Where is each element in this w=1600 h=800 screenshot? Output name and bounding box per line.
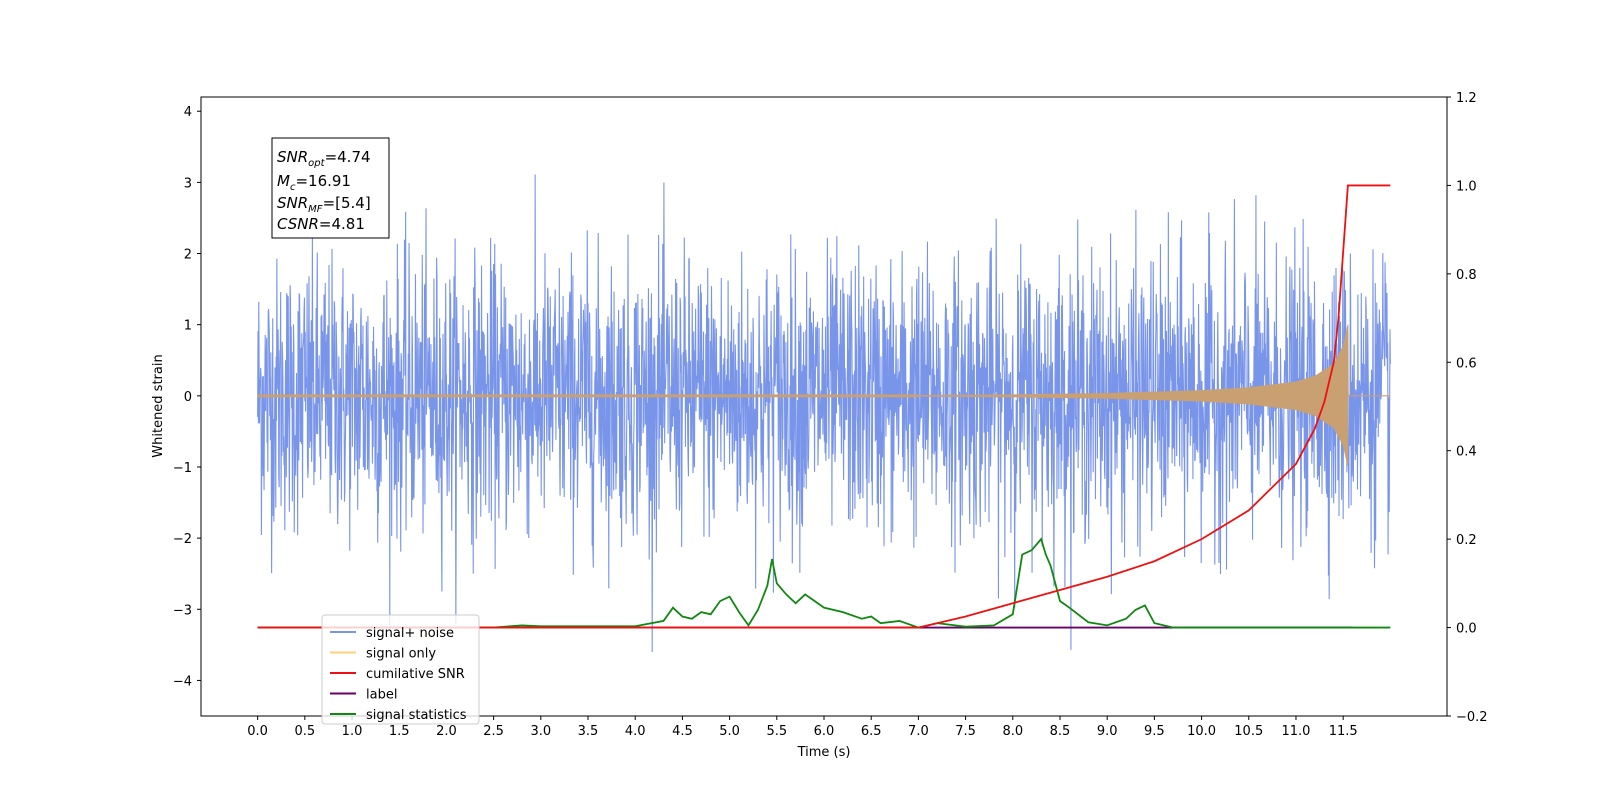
x-tick-label: 9.0: [1097, 724, 1118, 739]
x-tick-label: 8.0: [1002, 724, 1023, 739]
series-signal-noise: [257, 174, 1391, 652]
x-tick-label: 3.0: [530, 724, 551, 739]
y-left-tick-label: 4: [184, 105, 192, 120]
y-left-tick-label: 3: [184, 176, 192, 191]
annotation-snr-mf: SNRMF=[5.4]: [277, 194, 371, 215]
x-tick-label: 5.5: [766, 724, 787, 739]
y-axis-left: 4 3 2 1 0 −1 −2 −3 −4: [173, 105, 201, 689]
y-right-tick-label: 0.0: [1456, 622, 1477, 637]
y-axis-right: 1.2 1.0 0.8 0.6 0.4 0.2 0.0 −0.2: [1447, 91, 1488, 725]
x-tick-label: 0.5: [294, 724, 315, 739]
legend: signal+ noise signal only cumilative SNR la…: [321, 614, 480, 725]
x-tick-label: 6.0: [814, 724, 835, 739]
x-tick-label: 6.5: [861, 724, 882, 739]
legend-label: label: [366, 688, 397, 703]
x-tick-label: 1.0: [342, 724, 363, 739]
y-left-tick-label: −2: [173, 532, 192, 547]
x-tick-label: 10.0: [1187, 724, 1216, 739]
series-signal-statistics: [257, 537, 1391, 629]
x-tick-label: 0.0: [247, 724, 268, 739]
y-left-tick-label: 0: [184, 390, 192, 405]
annotation-mc: Mc=16.91: [277, 172, 351, 193]
x-tick-label: 8.5: [1050, 724, 1071, 739]
x-tick-label: 9.5: [1144, 724, 1165, 739]
x-tick-label: 4.5: [672, 724, 693, 739]
legend-label: signal statistics: [366, 708, 467, 723]
y-left-tick-label: −3: [173, 603, 192, 618]
x-axis: 0.0 0.5 1.0 1.5 2.0 2.5 3.0 3.5 4.0 4.5 5.0 5.5 6.0 6…: [247, 716, 1358, 739]
series-cumulative-snr: [257, 184, 1391, 629]
x-tick-label: 5.0: [719, 724, 740, 739]
y-left-tick-label: −1: [173, 461, 192, 476]
series-signal-only: [257, 324, 1391, 466]
x-axis-label: Time (s): [797, 745, 851, 760]
annotation-csnr: CSNR=4.81: [277, 215, 365, 233]
legend-label: signal only: [366, 647, 436, 662]
x-tick-label: 10.5: [1234, 724, 1263, 739]
x-tick-label: 4.0: [625, 724, 646, 739]
x-tick-label: 7.0: [908, 724, 929, 739]
stats-annotation-box: SNRopt=4.74 Mc=16.91 SNRMF=[5.4] CSNR=4.…: [271, 137, 390, 239]
y-right-tick-label: 0.6: [1456, 356, 1477, 371]
x-tick-label: 3.5: [578, 724, 599, 739]
y-right-tick-label: 0.2: [1456, 533, 1477, 548]
y-right-tick-label: 1.2: [1456, 91, 1477, 106]
x-tick-label: 2.0: [436, 724, 457, 739]
y-right-tick-label: 0.8: [1456, 268, 1477, 283]
y-left-tick-label: −4: [173, 674, 192, 689]
x-tick-label: 2.5: [483, 724, 504, 739]
legend-frame: [321, 614, 480, 725]
y-left-tick-label: 1: [184, 319, 192, 334]
legend-label: cumilative SNR: [366, 667, 465, 682]
y-right-tick-label: −0.2: [1456, 710, 1488, 725]
y-right-tick-label: 1.0: [1456, 179, 1477, 194]
x-tick-label: 7.5: [955, 724, 976, 739]
legend-label: signal+ noise: [366, 626, 454, 641]
y-left-tick-label: 2: [184, 248, 192, 263]
y-axis-label: Whitened strain: [151, 354, 166, 457]
x-tick-label: 11.0: [1281, 724, 1310, 739]
x-tick-label: 1.5: [389, 724, 410, 739]
y-right-tick-label: 0.4: [1456, 445, 1477, 460]
x-tick-label: 11.5: [1329, 724, 1358, 739]
annotation-snr-opt: SNRopt=4.74: [277, 148, 371, 169]
